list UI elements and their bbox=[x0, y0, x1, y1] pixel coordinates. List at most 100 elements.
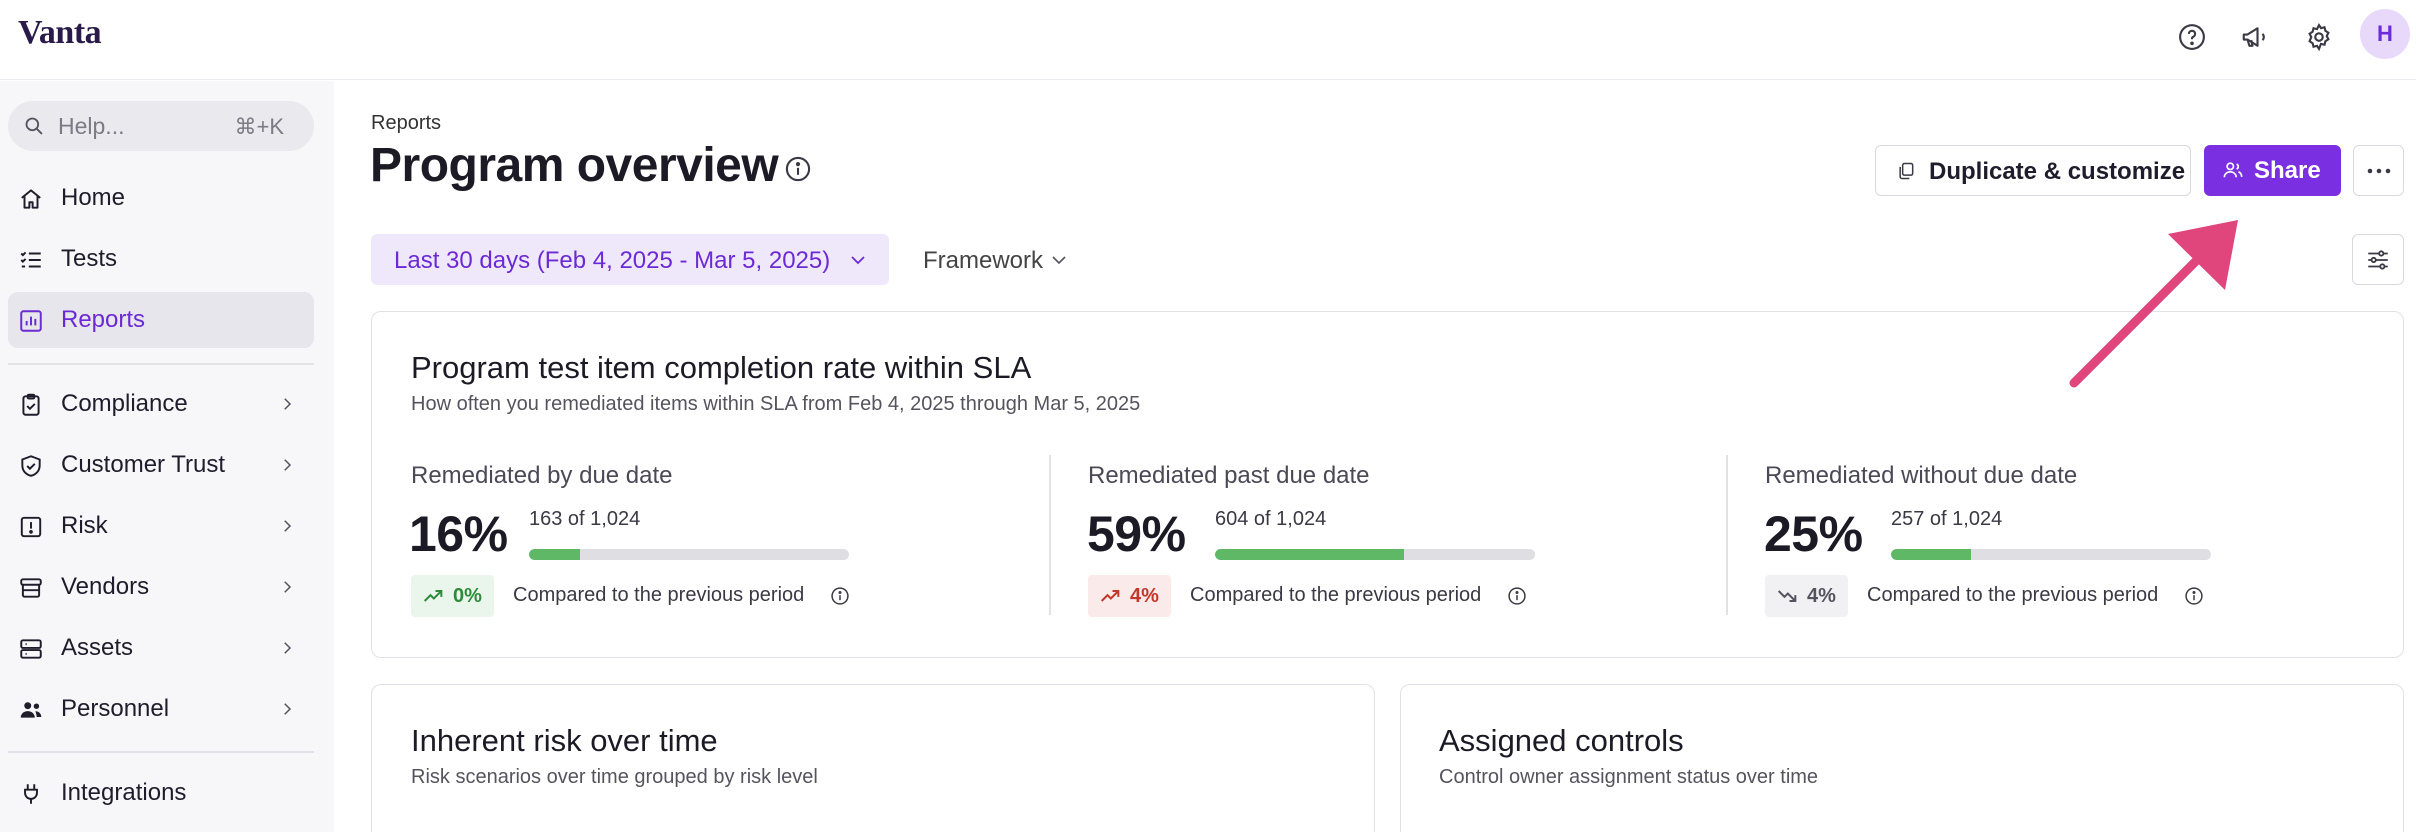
trend-down-icon bbox=[1777, 590, 1797, 602]
gear-icon[interactable] bbox=[2300, 18, 2338, 56]
sidebar-item-vendors[interactable]: Vendors bbox=[8, 559, 314, 615]
sidebar-item-label: Customer Trust bbox=[61, 451, 226, 478]
card-title: Program test item completion rate within… bbox=[411, 350, 1032, 385]
progress-bar-fill bbox=[1215, 549, 1404, 560]
sidebar-item-label: Risk bbox=[61, 512, 108, 539]
chevron-right-icon bbox=[284, 642, 292, 654]
delta-badge: 0% bbox=[411, 575, 494, 617]
share-label: Share bbox=[2254, 157, 2321, 184]
framework-filter[interactable]: Framework bbox=[923, 247, 1044, 274]
metric-count: 604 of 1,024 bbox=[1215, 508, 1327, 530]
metric-count: 257 of 1,024 bbox=[1891, 508, 2003, 530]
card-subtitle: Risk scenarios over time grouped by risk… bbox=[411, 766, 818, 788]
sidebar-divider bbox=[8, 363, 314, 365]
sidebar-item-customer-trust[interactable]: Customer Trust bbox=[8, 437, 314, 493]
progress-bar bbox=[529, 549, 849, 560]
more-options-button[interactable] bbox=[2353, 145, 2404, 196]
sidebar-item-label: Personnel bbox=[61, 695, 170, 722]
avatar[interactable]: H bbox=[2360, 9, 2410, 59]
sidebar-item-home[interactable]: Home bbox=[8, 170, 314, 226]
metric-label: Remediated past due date bbox=[1088, 462, 1370, 489]
chevron-right-icon bbox=[284, 520, 292, 532]
copy-icon bbox=[1899, 162, 1914, 180]
sidebar-divider bbox=[8, 751, 314, 753]
sidebar-item-label: Reports bbox=[61, 306, 146, 333]
sidebar-item-label: Integrations bbox=[61, 779, 187, 806]
sidebar-item-label: Home bbox=[61, 184, 126, 211]
alert-square-icon bbox=[20, 516, 42, 538]
compare-text: Compared to the previous period bbox=[1190, 584, 1482, 606]
annotation-arrow bbox=[2069, 220, 2238, 388]
page-title: Program overview bbox=[370, 139, 779, 192]
delta-value: 0% bbox=[453, 584, 482, 607]
megaphone-icon[interactable] bbox=[2236, 18, 2274, 56]
people-icon bbox=[20, 702, 42, 718]
sidebar-item-compliance[interactable]: Compliance bbox=[8, 376, 314, 432]
breadcrumb[interactable]: Reports bbox=[371, 112, 442, 134]
metric-label: Remediated without due date bbox=[1765, 462, 2078, 489]
delta-value: 4% bbox=[1807, 584, 1836, 607]
duplicate-customize-button[interactable]: Duplicate & customize bbox=[1875, 145, 2191, 196]
trend-up-icon bbox=[1100, 590, 1120, 602]
clipboard-icon bbox=[22, 393, 40, 416]
server-icon bbox=[20, 639, 42, 659]
assigned-controls-card bbox=[1400, 684, 2404, 832]
sidebar-item-label: Tests bbox=[61, 245, 118, 272]
date-range-filter[interactable]: Last 30 days (Feb 4, 2025 - Mar 5, 2025) bbox=[371, 234, 889, 285]
bar-chart-icon bbox=[20, 310, 42, 332]
sidebar-item-integrations[interactable]: Integrations bbox=[8, 765, 314, 821]
sidebar-item-label: Assets bbox=[61, 634, 134, 661]
sidebar-item-tests[interactable]: Tests bbox=[8, 231, 314, 287]
sliders-icon bbox=[2368, 249, 2388, 270]
chevron-down-icon[interactable] bbox=[1050, 253, 1068, 267]
metric-percent: 59% bbox=[1087, 506, 1186, 562]
metric-percent: 25% bbox=[1764, 506, 1863, 562]
home-icon bbox=[21, 189, 41, 209]
progress-bar bbox=[1215, 549, 1535, 560]
help-circle-icon[interactable] bbox=[2173, 18, 2211, 56]
search-icon bbox=[25, 117, 43, 135]
delta-badge: 4% bbox=[1088, 575, 1171, 617]
card-subtitle: How often you remediated items within SL… bbox=[411, 393, 1141, 415]
card-subtitle: Control owner assignment status over tim… bbox=[1439, 766, 1819, 788]
search-input[interactable]: Help... ⌘+K bbox=[8, 101, 314, 151]
search-shortcut: ⌘+K bbox=[234, 114, 284, 139]
sidebar-item-reports[interactable]: Reports bbox=[8, 292, 314, 348]
progress-bar bbox=[1891, 549, 2211, 560]
metric-percent: 16% bbox=[409, 506, 508, 562]
sidebar-item-risk[interactable]: Risk bbox=[8, 498, 314, 554]
delta-value: 4% bbox=[1130, 584, 1159, 607]
sidebar-item-label: Vendors bbox=[61, 573, 150, 600]
compare-text: Compared to the previous period bbox=[1867, 584, 2159, 606]
top-bar: Vanta H bbox=[0, 0, 2416, 80]
shield-check-icon bbox=[21, 455, 41, 477]
trend-up-icon bbox=[423, 590, 443, 602]
info-icon[interactable] bbox=[2184, 586, 2204, 606]
metric-divider bbox=[1049, 455, 1051, 615]
progress-bar-fill bbox=[529, 549, 581, 560]
chevron-down-icon bbox=[851, 256, 865, 265]
sidebar: Help... ⌘+K Home Tests Reports Complianc… bbox=[0, 81, 334, 832]
plug-icon bbox=[24, 784, 38, 804]
sidebar-item-personnel[interactable]: Personnel bbox=[8, 681, 314, 737]
sidebar-item-label: Compliance bbox=[61, 390, 188, 417]
date-range-label: Last 30 days (Feb 4, 2025 - Mar 5, 2025) bbox=[394, 247, 831, 274]
share-button[interactable]: Share bbox=[2204, 145, 2341, 196]
info-icon[interactable] bbox=[1507, 586, 1527, 606]
vanta-logo[interactable]: Vanta bbox=[18, 14, 102, 51]
info-icon[interactable] bbox=[830, 586, 850, 606]
sidebar-item-assets[interactable]: Assets bbox=[8, 620, 314, 676]
more-horizontal-icon bbox=[2367, 168, 2390, 173]
chevron-right-icon bbox=[284, 581, 292, 593]
info-icon[interactable] bbox=[784, 155, 812, 183]
duplicate-customize-label: Duplicate & customize bbox=[1929, 158, 2186, 185]
sla-completion-card bbox=[371, 311, 2404, 658]
checklist-icon bbox=[20, 251, 41, 268]
filter-settings-button[interactable] bbox=[2352, 234, 2404, 285]
search-placeholder: Help... bbox=[58, 113, 125, 139]
metric-label: Remediated by due date bbox=[411, 462, 673, 489]
stack-icon bbox=[20, 578, 42, 598]
chevron-right-icon bbox=[284, 703, 292, 715]
progress-bar-fill bbox=[1891, 549, 1971, 560]
inherent-risk-card bbox=[371, 684, 1375, 832]
